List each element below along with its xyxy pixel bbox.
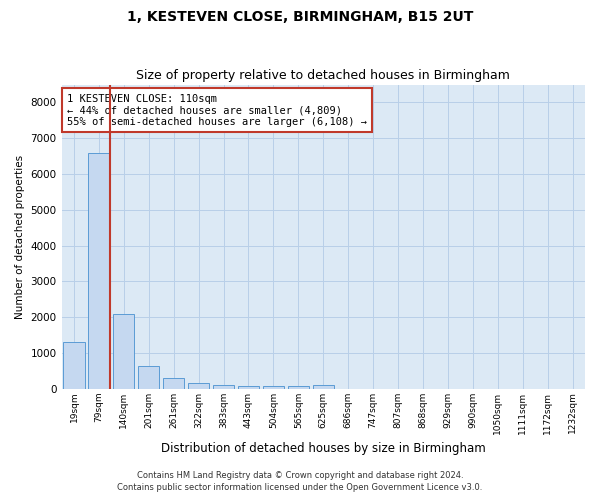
Y-axis label: Number of detached properties: Number of detached properties bbox=[15, 154, 25, 318]
Bar bbox=[138, 366, 160, 389]
X-axis label: Distribution of detached houses by size in Birmingham: Distribution of detached houses by size … bbox=[161, 442, 485, 455]
Bar bbox=[288, 386, 309, 389]
Title: Size of property relative to detached houses in Birmingham: Size of property relative to detached ho… bbox=[136, 69, 510, 82]
Bar bbox=[238, 386, 259, 389]
Bar bbox=[313, 385, 334, 389]
Bar bbox=[64, 342, 85, 389]
Bar bbox=[263, 386, 284, 389]
Text: Contains HM Land Registry data © Crown copyright and database right 2024.
Contai: Contains HM Land Registry data © Crown c… bbox=[118, 471, 482, 492]
Bar bbox=[88, 154, 110, 389]
Bar bbox=[113, 314, 134, 389]
Bar bbox=[213, 385, 234, 389]
Bar bbox=[163, 378, 184, 389]
Text: 1 KESTEVEN CLOSE: 110sqm
← 44% of detached houses are smaller (4,809)
55% of sem: 1 KESTEVEN CLOSE: 110sqm ← 44% of detach… bbox=[67, 94, 367, 127]
Text: 1, KESTEVEN CLOSE, BIRMINGHAM, B15 2UT: 1, KESTEVEN CLOSE, BIRMINGHAM, B15 2UT bbox=[127, 10, 473, 24]
Bar bbox=[188, 384, 209, 389]
